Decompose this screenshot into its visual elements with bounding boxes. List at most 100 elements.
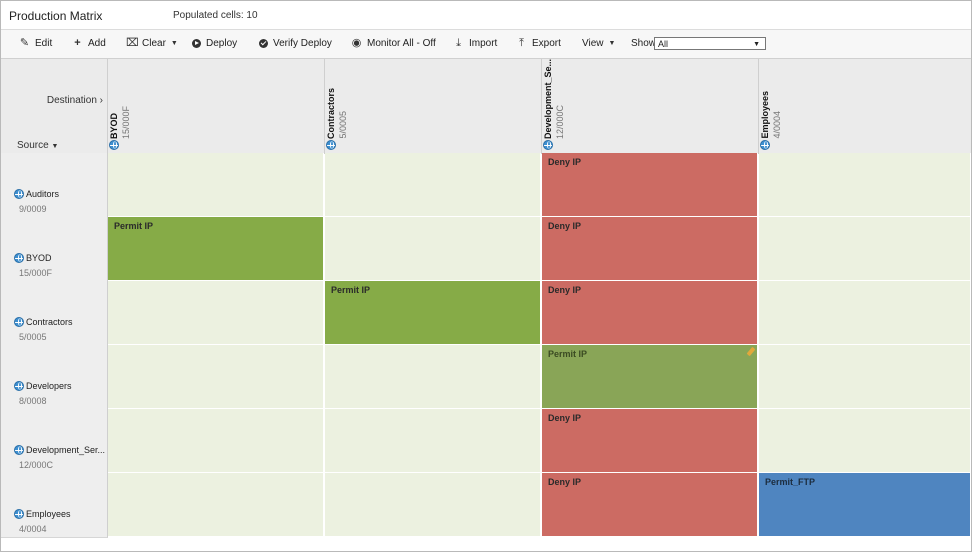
row-name: Developers: [26, 381, 72, 391]
globe-icon: [14, 381, 24, 391]
row-header-contractors[interactable]: Contractors 5/0005: [1, 281, 108, 346]
matrix-cell[interactable]: [325, 473, 541, 537]
column-tag: 4/0004: [772, 111, 782, 139]
import-button[interactable]: ⤓ Import: [453, 37, 497, 50]
show-select-value: All: [658, 39, 669, 49]
matrix-cell[interactable]: [108, 345, 324, 409]
plus-icon: +: [74, 37, 81, 49]
column-tag: 5/0005: [338, 111, 348, 139]
monitor-all-label: Monitor All - Off: [367, 38, 436, 49]
globe-icon: [14, 189, 24, 199]
view-menu[interactable]: View ▼: [582, 38, 615, 49]
monitor-icon: ◉: [351, 37, 362, 49]
clear-label: Clear: [142, 38, 166, 49]
export-button[interactable]: ⤒ Export: [516, 37, 561, 50]
column-name: Development_Se...: [543, 58, 553, 139]
column-name: Employees: [760, 91, 770, 139]
row-tag: 15/000F: [19, 268, 53, 278]
matrix-cell[interactable]: [759, 345, 971, 409]
matrix-cell[interactable]: [108, 153, 324, 217]
column-tag: 15/000F: [121, 105, 131, 139]
matrix-cell[interactable]: [325, 345, 541, 409]
row-header-auditors[interactable]: Auditors 9/0009: [1, 153, 108, 218]
edit-button[interactable]: ✎ Edit: [19, 37, 53, 50]
matrix-cell-deny[interactable]: Deny IP: [542, 473, 758, 537]
globe-icon: [543, 140, 553, 150]
monitor-all-button[interactable]: ◉ Monitor All - Off: [351, 37, 436, 50]
chevron-down-icon: ▼: [170, 40, 178, 47]
show-select[interactable]: All ▼: [654, 37, 766, 50]
row-tag: 9/0009: [19, 204, 47, 214]
matrix-cell-deny[interactable]: Deny IP: [542, 153, 758, 217]
column-name: BYOD: [109, 112, 119, 139]
globe-icon: [14, 509, 24, 519]
matrix-cell[interactable]: [759, 409, 971, 473]
add-button[interactable]: + Add: [72, 37, 106, 50]
globe-icon: [14, 445, 24, 455]
column-name: Contractors: [326, 87, 336, 139]
add-label: Add: [88, 38, 106, 49]
row-header-employees[interactable]: Employees 4/0004: [1, 473, 108, 538]
matrix-cell[interactable]: [759, 217, 971, 281]
cell-policy-label: Deny IP: [548, 413, 582, 423]
row-header-developers[interactable]: Developers 8/0008: [1, 345, 108, 410]
source-header[interactable]: Source ▼: [17, 140, 59, 151]
matrix-cell-deny[interactable]: Deny IP: [542, 281, 758, 345]
deploy-button[interactable]: Deploy: [192, 38, 237, 49]
globe-icon: [14, 317, 24, 327]
matrix-cell[interactable]: [325, 153, 541, 217]
column-header-development-servers[interactable]: Development_Se... 12/000C: [542, 59, 759, 153]
row-tag: 8/0008: [19, 396, 47, 406]
toolbar: ✎ Edit + Add ⌧ Clear ▼ Deploy Verify Dep…: [1, 30, 971, 59]
show-label: Show: [631, 38, 657, 49]
matrix-cell-permit[interactable]: Permit IP: [325, 281, 541, 345]
edit-icon: ✎: [19, 37, 30, 49]
row-name: Auditors: [26, 189, 60, 199]
globe-icon: [14, 253, 24, 263]
column-tag: 12/000C: [555, 104, 565, 139]
export-icon: ⤒: [519, 37, 524, 49]
row-header-development-servers[interactable]: Development_Ser... 12/000C: [1, 409, 108, 474]
row-name: Contractors: [26, 317, 73, 327]
matrix-cell[interactable]: [325, 217, 541, 281]
column-header-byod[interactable]: BYOD 15/000F: [108, 59, 325, 153]
matrix-cell[interactable]: [759, 281, 971, 345]
verify-deploy-button[interactable]: Verify Deploy: [259, 38, 332, 49]
column-header-employees[interactable]: Employees 4/0004: [759, 59, 971, 153]
cell-policy-label: Deny IP: [548, 285, 582, 295]
row-tag: 12/000C: [19, 460, 54, 470]
row-tag: 4/0004: [19, 524, 47, 534]
matrix-cell[interactable]: [325, 409, 541, 473]
matrix-cell-permit-modified[interactable]: Permit IP: [542, 345, 758, 409]
populated-cells-count: Populated cells: 10: [173, 10, 258, 21]
cell-policy-label: Deny IP: [548, 477, 582, 487]
matrix-cell-deny[interactable]: Deny IP: [542, 409, 758, 473]
clear-button[interactable]: ⌧ Clear ▼: [126, 38, 178, 50]
globe-icon: [109, 140, 119, 150]
row-header-byod[interactable]: BYOD 15/000F: [1, 217, 108, 282]
globe-icon: [760, 140, 770, 150]
destination-header[interactable]: Destination ›: [46, 95, 103, 106]
view-label: View: [582, 38, 604, 49]
matrix-corner: Destination › Source ▼: [1, 59, 108, 153]
matrix-cell[interactable]: [108, 409, 324, 473]
pencil-icon: [746, 346, 756, 357]
matrix-cell-permit[interactable]: Permit IP: [108, 217, 324, 281]
matrix-cell-permit-ftp[interactable]: Permit_FTP: [759, 473, 971, 537]
column-header-contractors[interactable]: Contractors 5/0005: [325, 59, 542, 153]
matrix-header-row: Destination › Source ▼ BYOD 15/000F Cont…: [1, 59, 971, 154]
chevron-down-icon: ▼: [608, 40, 616, 47]
edit-label: Edit: [35, 38, 53, 49]
cell-policy-label: Deny IP: [548, 157, 582, 167]
cell-policy-label: Permit IP: [114, 221, 154, 231]
matrix-cell[interactable]: [759, 153, 971, 217]
matrix-cell[interactable]: [108, 473, 324, 537]
cell-policy-label: Permit IP: [331, 285, 371, 295]
matrix-cell[interactable]: [108, 281, 324, 345]
globe-icon: [326, 140, 336, 150]
import-icon: ⤓: [456, 37, 461, 49]
matrix-cell-deny[interactable]: Deny IP: [542, 217, 758, 281]
cell-policy-label: Permit IP: [548, 349, 588, 359]
deploy-icon: [192, 39, 201, 48]
